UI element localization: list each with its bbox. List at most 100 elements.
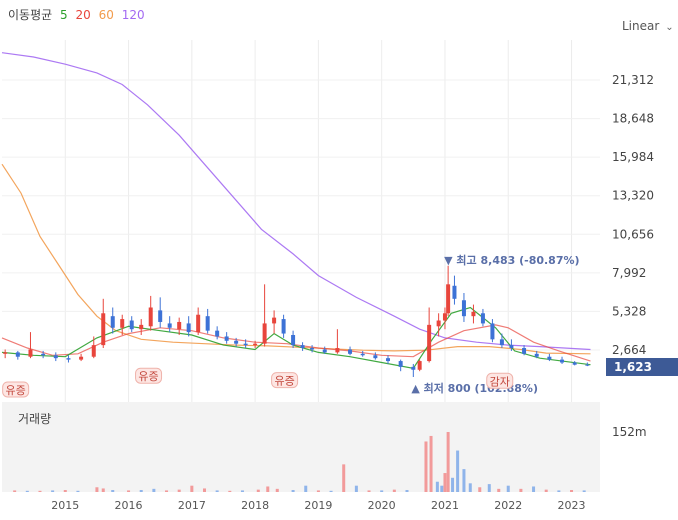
candle-body [522, 348, 527, 354]
event-marker: 유증 [2, 381, 30, 398]
volume-bar [435, 481, 439, 492]
candle-body [186, 323, 191, 333]
candle-body [490, 323, 495, 340]
candle-body [547, 356, 552, 360]
x-tick-label: 2019 [304, 499, 332, 512]
volume-bar [429, 435, 433, 492]
candle-body [398, 361, 403, 367]
x-tick-label: 2018 [241, 499, 269, 512]
volume-bar [405, 490, 409, 492]
event-badge [486, 372, 514, 389]
annotations: ▼ 최고 8,483 (-80.87%) ▲ 최저 800 (102.88%) 유증… [2, 253, 580, 398]
candle-body [177, 321, 182, 330]
event-marker: 감자 [486, 372, 514, 389]
candle-body [3, 352, 8, 354]
volume-bar [127, 490, 131, 492]
candle-body [471, 311, 476, 317]
volume-bar [139, 490, 143, 492]
volume-bar [506, 485, 510, 492]
candle-body [322, 349, 327, 353]
candle-body [53, 355, 58, 359]
candle-body [585, 364, 590, 366]
last-price-badge: 1,623 [606, 358, 678, 376]
candle-body [452, 285, 457, 299]
x-tick-label: 2023 [558, 499, 586, 512]
x-tick-label: 2021 [431, 499, 459, 512]
volume-bar [497, 488, 501, 492]
volume-bar [177, 489, 181, 492]
candle-body [66, 358, 71, 360]
legend-ma20: 20 [75, 8, 91, 22]
volume-bars [13, 432, 586, 492]
candle-body [28, 349, 33, 357]
volume-bar [51, 490, 55, 492]
event-label: 유증 [6, 384, 26, 397]
volume-bar [202, 488, 206, 492]
x-tick-label: 2022 [494, 499, 522, 512]
event-badge [135, 367, 163, 384]
volume-bar [95, 487, 99, 492]
price-tick-label: 15,984 [612, 150, 654, 164]
volume-bar [380, 490, 384, 492]
price-tick-label: 5,328 [612, 304, 646, 318]
volume-bar [165, 490, 169, 492]
candle-body [310, 348, 315, 350]
ma120-line [1, 52, 591, 351]
candle-body [272, 317, 277, 324]
volume-bar [487, 484, 491, 492]
candle-body [158, 310, 163, 322]
candle-body [139, 324, 144, 330]
volume-bar [275, 488, 279, 492]
volume-bar [291, 490, 295, 492]
volume-bar [256, 489, 260, 492]
volume-panel [2, 402, 600, 492]
candle-body [480, 313, 485, 324]
scale-dropdown[interactable]: Linear ⌄ [622, 19, 674, 33]
candle-body [101, 313, 106, 346]
volume-bar [532, 486, 536, 492]
candle-body [499, 339, 504, 346]
moving-average-legend: 이동평균 5 20 60 120 [8, 6, 149, 23]
volume-bar [240, 490, 244, 492]
scale-label: Linear [622, 19, 660, 33]
candle-body [509, 345, 514, 349]
candle-body [386, 358, 391, 362]
candle-body [335, 348, 340, 353]
price-tick-label: 21,312 [612, 73, 654, 87]
candle-body [348, 349, 353, 354]
candle-body [360, 353, 365, 356]
candle-body [281, 319, 286, 334]
candle-body [373, 355, 378, 359]
time-axis: 2015 2016 2017 2018 2019 2020 2021 2022 2023 [51, 499, 585, 512]
candle-body [110, 316, 115, 328]
legend-ma120: 120 [121, 8, 145, 22]
volume-title: 거래량 [18, 412, 52, 426]
volume-bar [478, 487, 482, 492]
volume-tick-label: 152m [612, 425, 647, 439]
candle-body [129, 320, 134, 330]
price-axis: 21,312 18,648 15,984 13,320 10,656 7,992 5,328… [612, 73, 654, 439]
candle-body [196, 314, 201, 333]
event-label: 유증 [274, 375, 294, 388]
legend-ma5: 5 [60, 8, 68, 22]
volume-bar [451, 477, 455, 492]
volume-bar [316, 490, 320, 492]
volume-bar [468, 483, 472, 492]
candle-body [417, 361, 422, 370]
candle-body [120, 319, 125, 328]
candle-body [446, 284, 451, 314]
candle-body [442, 313, 447, 321]
event-label: 유증 [138, 370, 158, 383]
candle-body [234, 340, 239, 344]
price-tick-label: 7,992 [612, 266, 646, 280]
price-tick-label: 13,320 [612, 189, 654, 203]
volume-bar [440, 485, 444, 492]
volume-bar [456, 450, 460, 492]
x-tick-label: 2017 [178, 499, 206, 512]
volume-bar [462, 469, 466, 492]
candle-body [215, 330, 220, 337]
event-marker: 유증 [135, 367, 163, 384]
candle-body [253, 343, 258, 346]
price-tick-label: 10,656 [612, 227, 654, 241]
